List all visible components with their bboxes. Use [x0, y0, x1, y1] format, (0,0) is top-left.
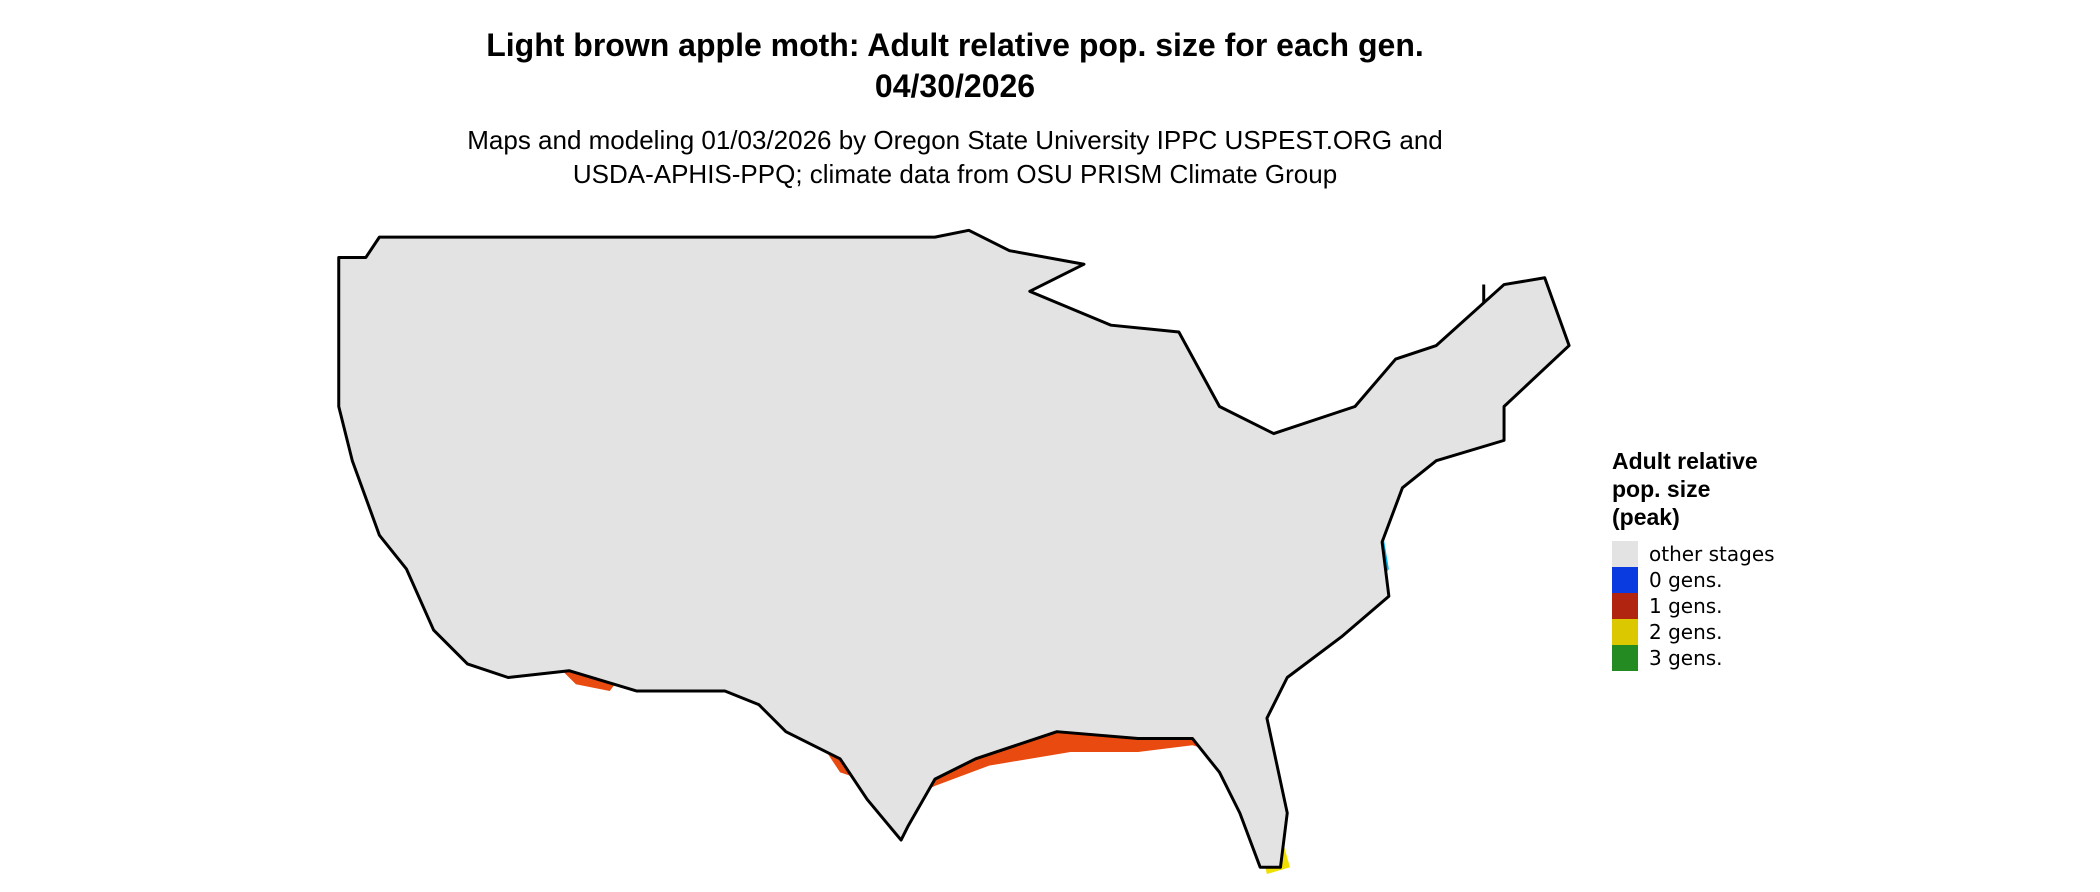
legend-swatch [1612, 593, 1638, 619]
legend-title: pop. size [1612, 476, 1710, 502]
us-map [337, 228, 1571, 874]
state-borders [337, 228, 1571, 869]
legend-title: Adult relative [1612, 448, 1758, 474]
legend-label: 3 gens. [1649, 646, 1723, 670]
subtitle: Maps and modeling 01/03/2026 by Oregon S… [467, 125, 1443, 155]
title: Light brown apple moth: Adult relative p… [486, 27, 1424, 63]
legend-label: 1 gens. [1649, 594, 1723, 618]
legend: Adult relative pop. size (peak) other st… [1612, 448, 1775, 671]
legend-label: 0 gens. [1649, 568, 1723, 592]
legend-swatch [1612, 541, 1638, 567]
title: 04/30/2026 [875, 68, 1035, 104]
legend-title: (peak) [1612, 504, 1680, 530]
legend-label: other stages [1649, 542, 1775, 566]
legend-label: 2 gens. [1649, 620, 1723, 644]
legend-swatch [1612, 645, 1638, 671]
legend-swatch [1612, 567, 1638, 593]
legend-swatch [1612, 619, 1638, 645]
subtitle: USDA-APHIS-PPQ; climate data from OSU PR… [573, 159, 1337, 189]
